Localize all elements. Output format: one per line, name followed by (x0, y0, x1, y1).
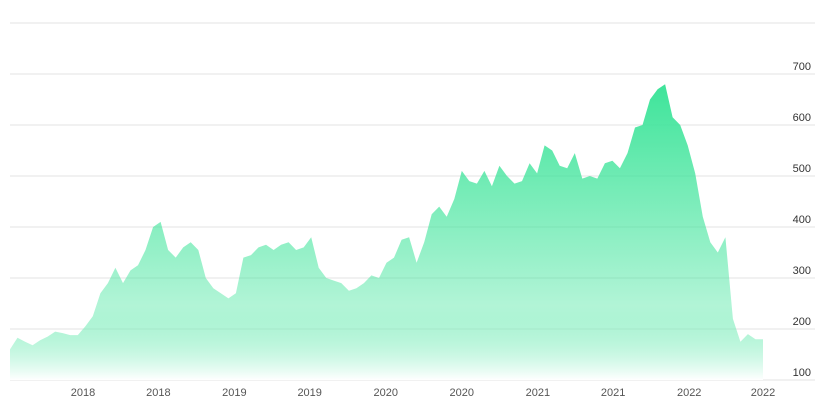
y-tick-label: 100 (793, 367, 811, 379)
x-tick-label: 2020 (374, 387, 398, 399)
x-tick-label: 2018 (71, 387, 95, 399)
x-tick-label: 2021 (601, 387, 625, 399)
x-tick-label: 2020 (450, 387, 474, 399)
y-tick-label: 400 (793, 214, 811, 226)
y-tick-label: 300 (793, 265, 811, 277)
x-tick-label: 2018 (146, 387, 170, 399)
x-tick-label: 2019 (222, 387, 246, 399)
y-tick-label: 600 (793, 112, 811, 124)
x-tick-label: 2022 (677, 387, 701, 399)
x-tick-label: 2022 (751, 387, 775, 399)
y-tick-label: 500 (793, 163, 811, 175)
x-tick-label: 2019 (297, 387, 321, 399)
y-tick-label: 200 (793, 316, 811, 328)
x-tick-label: 2021 (526, 387, 550, 399)
y-tick-label: 700 (793, 61, 811, 73)
price-area (10, 84, 763, 380)
